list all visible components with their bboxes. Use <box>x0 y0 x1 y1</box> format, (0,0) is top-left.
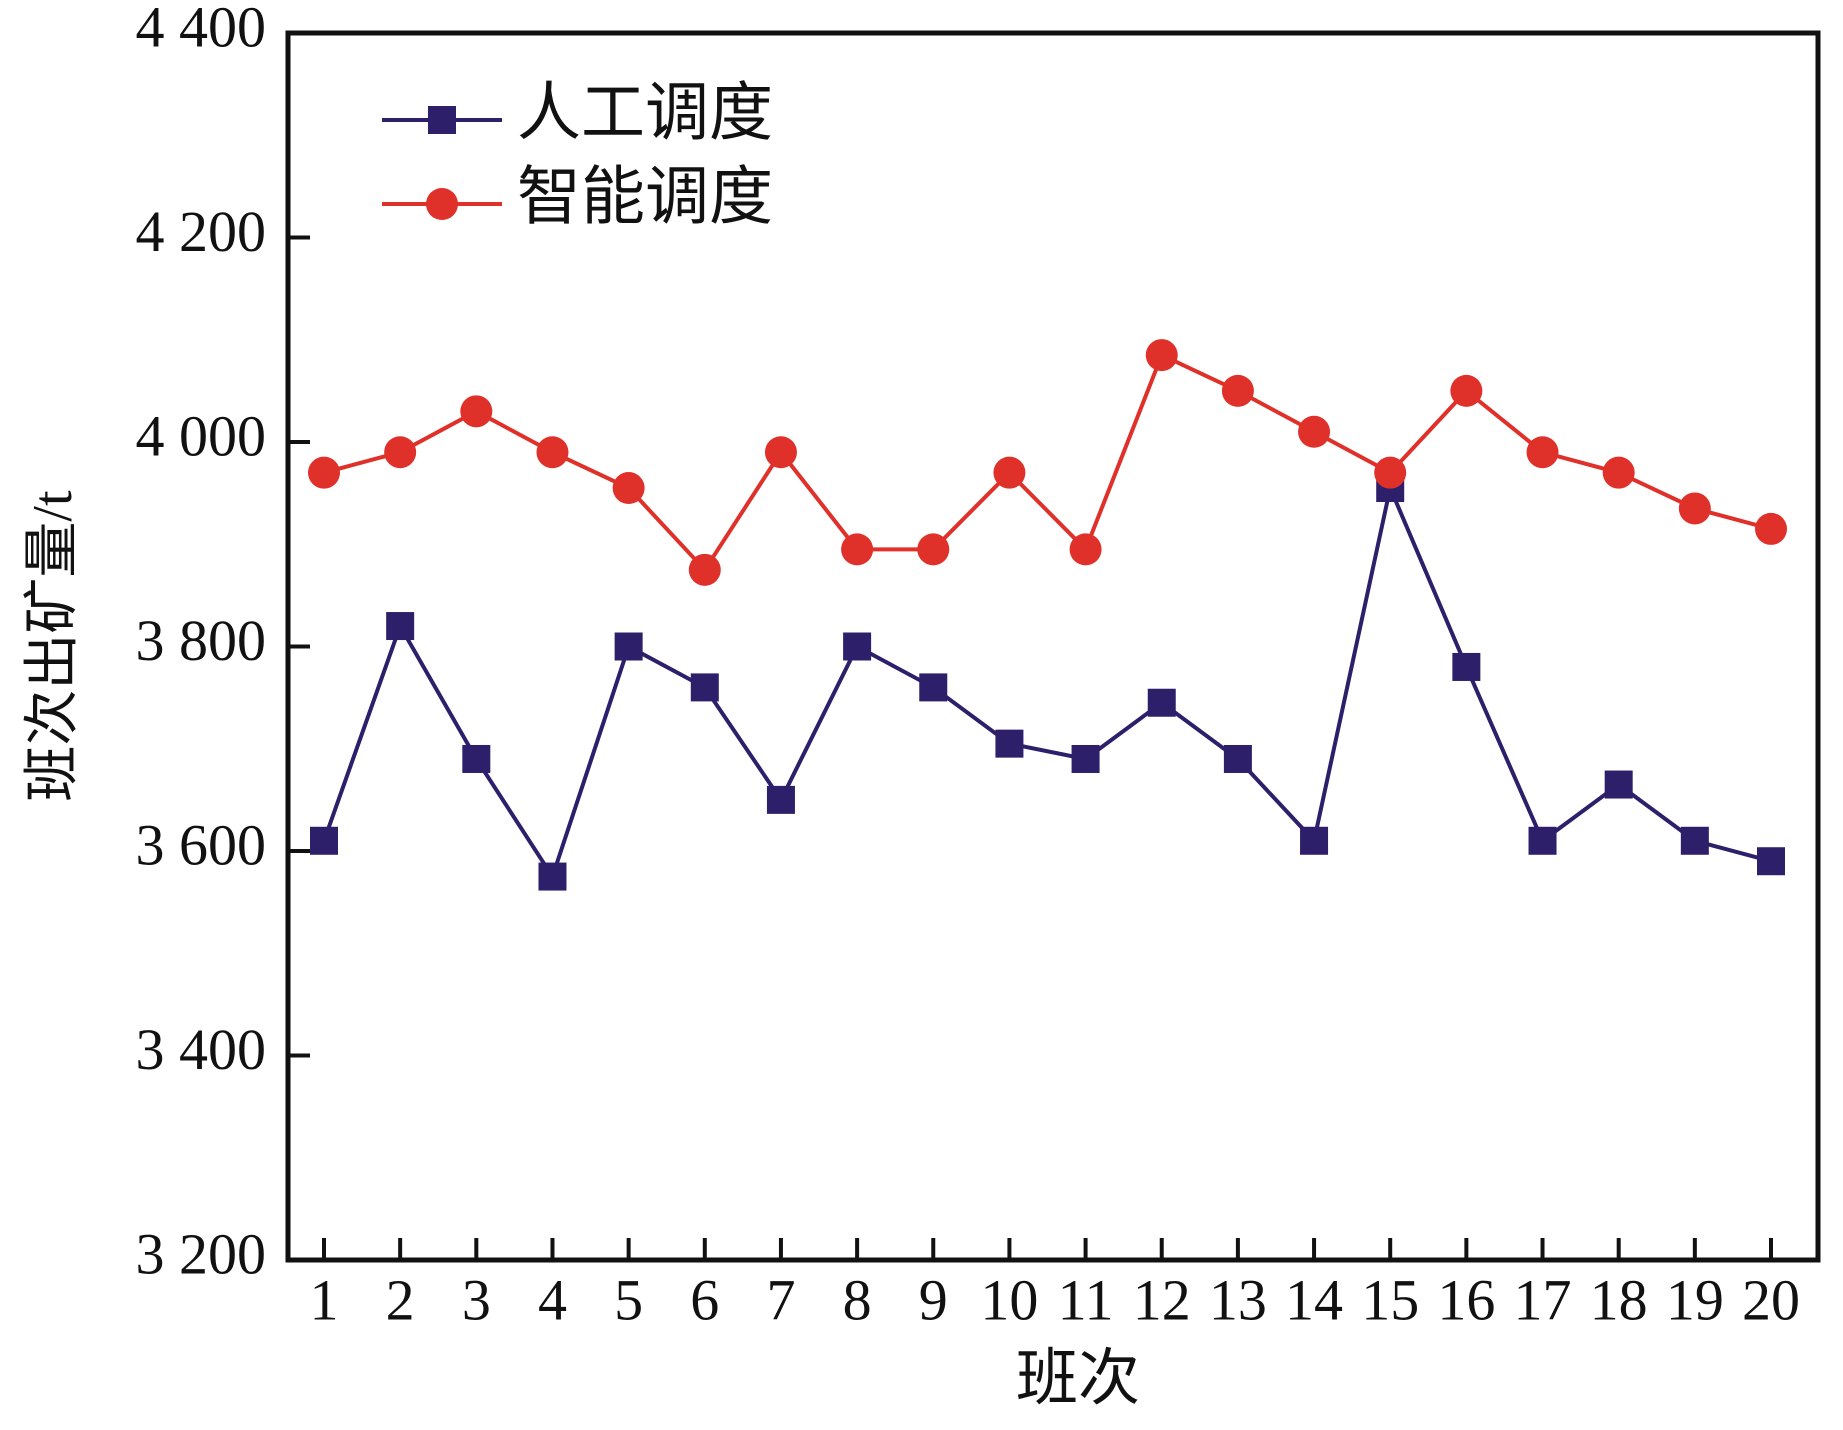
data-point <box>1757 847 1785 876</box>
data-point <box>764 436 797 469</box>
x-tick-label: 6 <box>690 1267 719 1332</box>
x-tick-label: 14 <box>1285 1267 1343 1332</box>
x-tick-label: 5 <box>614 1267 643 1332</box>
data-point <box>1223 744 1252 773</box>
data-point <box>1221 374 1254 407</box>
data-point <box>612 472 645 505</box>
x-tick-label: 11 <box>1058 1267 1114 1332</box>
data-point <box>995 729 1024 758</box>
x-tick-label: 10 <box>980 1267 1038 1332</box>
data-point <box>688 553 721 586</box>
data-point <box>1528 826 1557 855</box>
x-tick-label: 13 <box>1209 1267 1267 1332</box>
y-axis-label: 班次出矿量/t <box>22 490 84 802</box>
y-tick-label: 3 400 <box>136 1017 267 1082</box>
x-tick-label: 9 <box>919 1267 948 1332</box>
series-line <box>322 481 1772 882</box>
data-point <box>917 533 950 566</box>
y-tick-label: 3 800 <box>136 608 267 673</box>
y-tick-label: 3 200 <box>136 1221 267 1286</box>
data-point <box>766 785 795 814</box>
legend-marker <box>426 188 458 220</box>
data-point <box>841 533 874 566</box>
x-tick-label: 18 <box>1590 1267 1648 1332</box>
data-point <box>1300 826 1329 855</box>
data-point <box>386 612 415 641</box>
data-point <box>614 632 643 661</box>
y-tick-label: 4 000 <box>136 403 267 468</box>
x-tick-label: 4 <box>538 1267 567 1332</box>
data-point <box>538 862 567 891</box>
data-point <box>384 436 417 469</box>
data-point <box>919 673 948 702</box>
data-point <box>1069 533 1102 566</box>
data-point <box>1678 492 1711 525</box>
data-point <box>1755 512 1787 545</box>
data-point <box>1602 456 1635 489</box>
y-tick-label: 4 200 <box>136 199 267 264</box>
data-point <box>1680 826 1709 855</box>
x-axis-label: 班次 <box>1016 1345 1140 1413</box>
x-tick-label: 20 <box>1742 1267 1800 1332</box>
legend-label: 智能调度 <box>517 162 773 233</box>
x-tick-label: 2 <box>386 1267 415 1332</box>
x-tick-label: 8 <box>843 1267 872 1332</box>
data-point <box>1147 688 1176 717</box>
data-point <box>1298 415 1331 448</box>
x-tick-label: 17 <box>1514 1267 1572 1332</box>
data-point <box>1526 436 1559 469</box>
data-point <box>462 744 491 773</box>
x-tick-label: 16 <box>1437 1267 1495 1332</box>
x-tick-label: 1 <box>310 1267 339 1332</box>
y-tick-label: 4 400 <box>136 0 267 59</box>
x-tick-label: 12 <box>1133 1267 1191 1332</box>
data-point <box>1071 744 1100 773</box>
data-point <box>536 436 569 469</box>
x-tick-label: 3 <box>462 1267 491 1332</box>
legend-label: 人工调度 <box>517 78 773 149</box>
x-tick-label: 7 <box>766 1267 795 1332</box>
data-point <box>1145 339 1178 372</box>
x-tick-label: 19 <box>1666 1267 1724 1332</box>
data-point <box>1450 374 1483 407</box>
data-point <box>460 395 493 428</box>
data-point <box>308 456 340 489</box>
data-point <box>310 826 338 855</box>
x-tick-label: 15 <box>1361 1267 1419 1332</box>
y-tick-label: 3 600 <box>136 812 267 877</box>
legend-marker <box>428 106 456 134</box>
data-point <box>1604 770 1633 799</box>
data-point <box>993 456 1026 489</box>
data-point <box>1374 456 1407 489</box>
data-point <box>1452 652 1481 681</box>
data-point <box>690 673 719 702</box>
data-point <box>843 632 872 661</box>
